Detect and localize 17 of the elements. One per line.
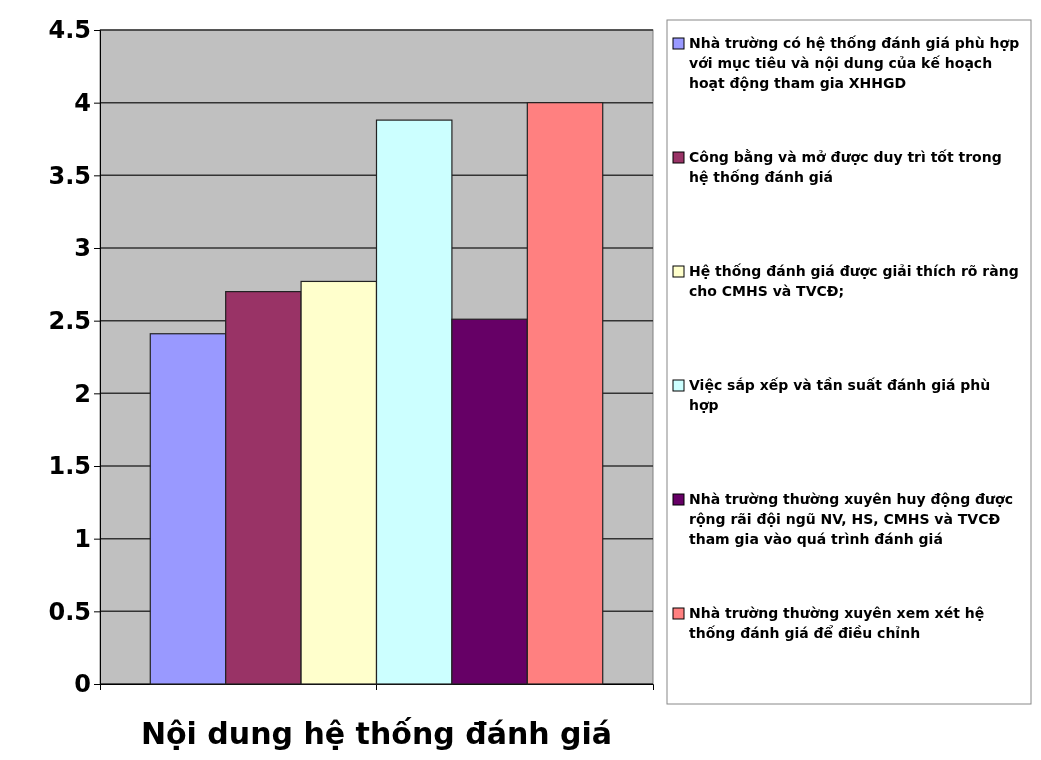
legend-label: Công bằng và mở được duy trì tốt trong hệ thống đánh giá bbox=[689, 149, 1002, 185]
y-tick-label: 4 bbox=[74, 88, 91, 117]
legend-label: Việc sắp xếp và tần suất đánh giá phù hợp bbox=[689, 377, 991, 413]
y-tick-label: 0.5 bbox=[48, 597, 91, 626]
y-tick-label: 3 bbox=[74, 234, 91, 263]
y-tick-label: 4.5 bbox=[48, 16, 91, 45]
legend-label: Nhà trường thường xuyên huy động được rộng rãi đội ngũ NV, HS, CMHS và TVCĐ tham gia vào quá trình đánh giá bbox=[689, 491, 1013, 547]
legend-label: Nhà trường thường xuyên xem xét hệ thống đánh giá để điều chỉnh bbox=[689, 605, 985, 641]
y-tick-label: 1 bbox=[74, 524, 91, 553]
y-tick-label: 1.5 bbox=[48, 452, 91, 481]
y-tick-label: 2 bbox=[74, 379, 91, 408]
legend-label: Nhà trường có hệ thống đánh giá phù hợp với mục tiêu và nội dung của kế hoạch hoạt động tham gia XHHGD bbox=[689, 35, 1020, 91]
y-tick-label: 2.5 bbox=[48, 306, 91, 335]
x-axis-title: Nội dung hệ thống đánh giá bbox=[140, 716, 613, 751]
legend-label: Hệ thống đánh giá được giải thích rõ ràng cho CMHS và TVCĐ; bbox=[689, 263, 1019, 299]
y-tick-label: 0 bbox=[74, 670, 91, 699]
y-tick-label: 3.5 bbox=[48, 161, 91, 190]
